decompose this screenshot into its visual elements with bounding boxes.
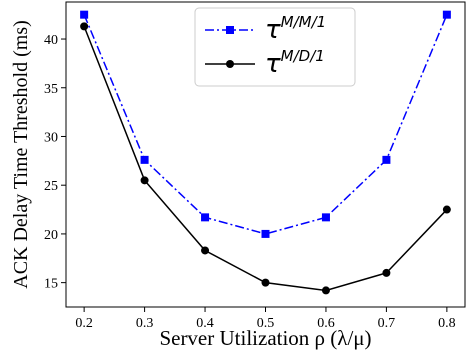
y-tick-label: 20 <box>44 228 58 243</box>
legend-label-superscript: M/D/1 <box>281 47 325 65</box>
x-axis-label: Server Utilization ρ (λ/μ) <box>159 326 371 350</box>
series-md1 <box>80 22 451 295</box>
legend-frame <box>194 7 356 87</box>
data-point <box>140 176 149 185</box>
legend-label-base: τ <box>265 15 281 45</box>
legend-label: τM/D/1 <box>265 47 325 79</box>
data-point <box>201 246 210 255</box>
y-tick-label: 15 <box>44 277 58 292</box>
legend-label: τM/M/1 <box>265 13 326 45</box>
x-tick-label: 0.2 <box>75 316 93 331</box>
y-tick-label: 35 <box>44 82 58 97</box>
data-point <box>382 268 391 277</box>
x-axis-ticks: 0.2 0.3 0.4 0.5 0.6 0.7 0.8 <box>75 307 456 331</box>
data-point <box>261 229 270 238</box>
x-tick-label: 0.7 <box>378 316 396 331</box>
data-point <box>201 213 210 222</box>
x-tick-label: 0.6 <box>317 316 335 331</box>
y-axis-ticks: 15 20 25 30 35 40 <box>44 33 66 292</box>
x-tick-label: 0.4 <box>196 316 214 331</box>
legend-label-superscript: M/M/1 <box>281 13 327 31</box>
x-tick-label: 0.5 <box>257 316 275 331</box>
data-point <box>80 10 89 19</box>
data-point <box>442 10 451 19</box>
data-point <box>261 278 270 287</box>
data-point <box>140 155 149 164</box>
legend-marker <box>226 26 234 34</box>
legend-marker <box>226 60 234 68</box>
data-point <box>442 205 451 214</box>
series-mm1 <box>80 10 451 238</box>
plot-area: 0.2 0.3 0.4 0.5 0.6 0.7 0.8 15 20 25 30 35 40 <box>44 1 466 331</box>
data-point <box>321 213 330 222</box>
data-point <box>382 155 391 164</box>
data-point <box>80 22 89 31</box>
legend: τM/M/1τM/D/1 <box>194 7 356 87</box>
y-tick-label: 30 <box>44 130 58 145</box>
x-tick-label: 0.8 <box>438 316 456 331</box>
y-axis-label: ACK Delay Time Threshold (ms) <box>10 20 32 289</box>
legend-label-base: τ <box>265 49 281 79</box>
y-tick-label: 25 <box>44 179 58 194</box>
series-layer <box>80 10 451 295</box>
data-point <box>321 286 330 295</box>
y-tick-label: 40 <box>44 33 58 48</box>
x-tick-label: 0.3 <box>136 316 154 331</box>
